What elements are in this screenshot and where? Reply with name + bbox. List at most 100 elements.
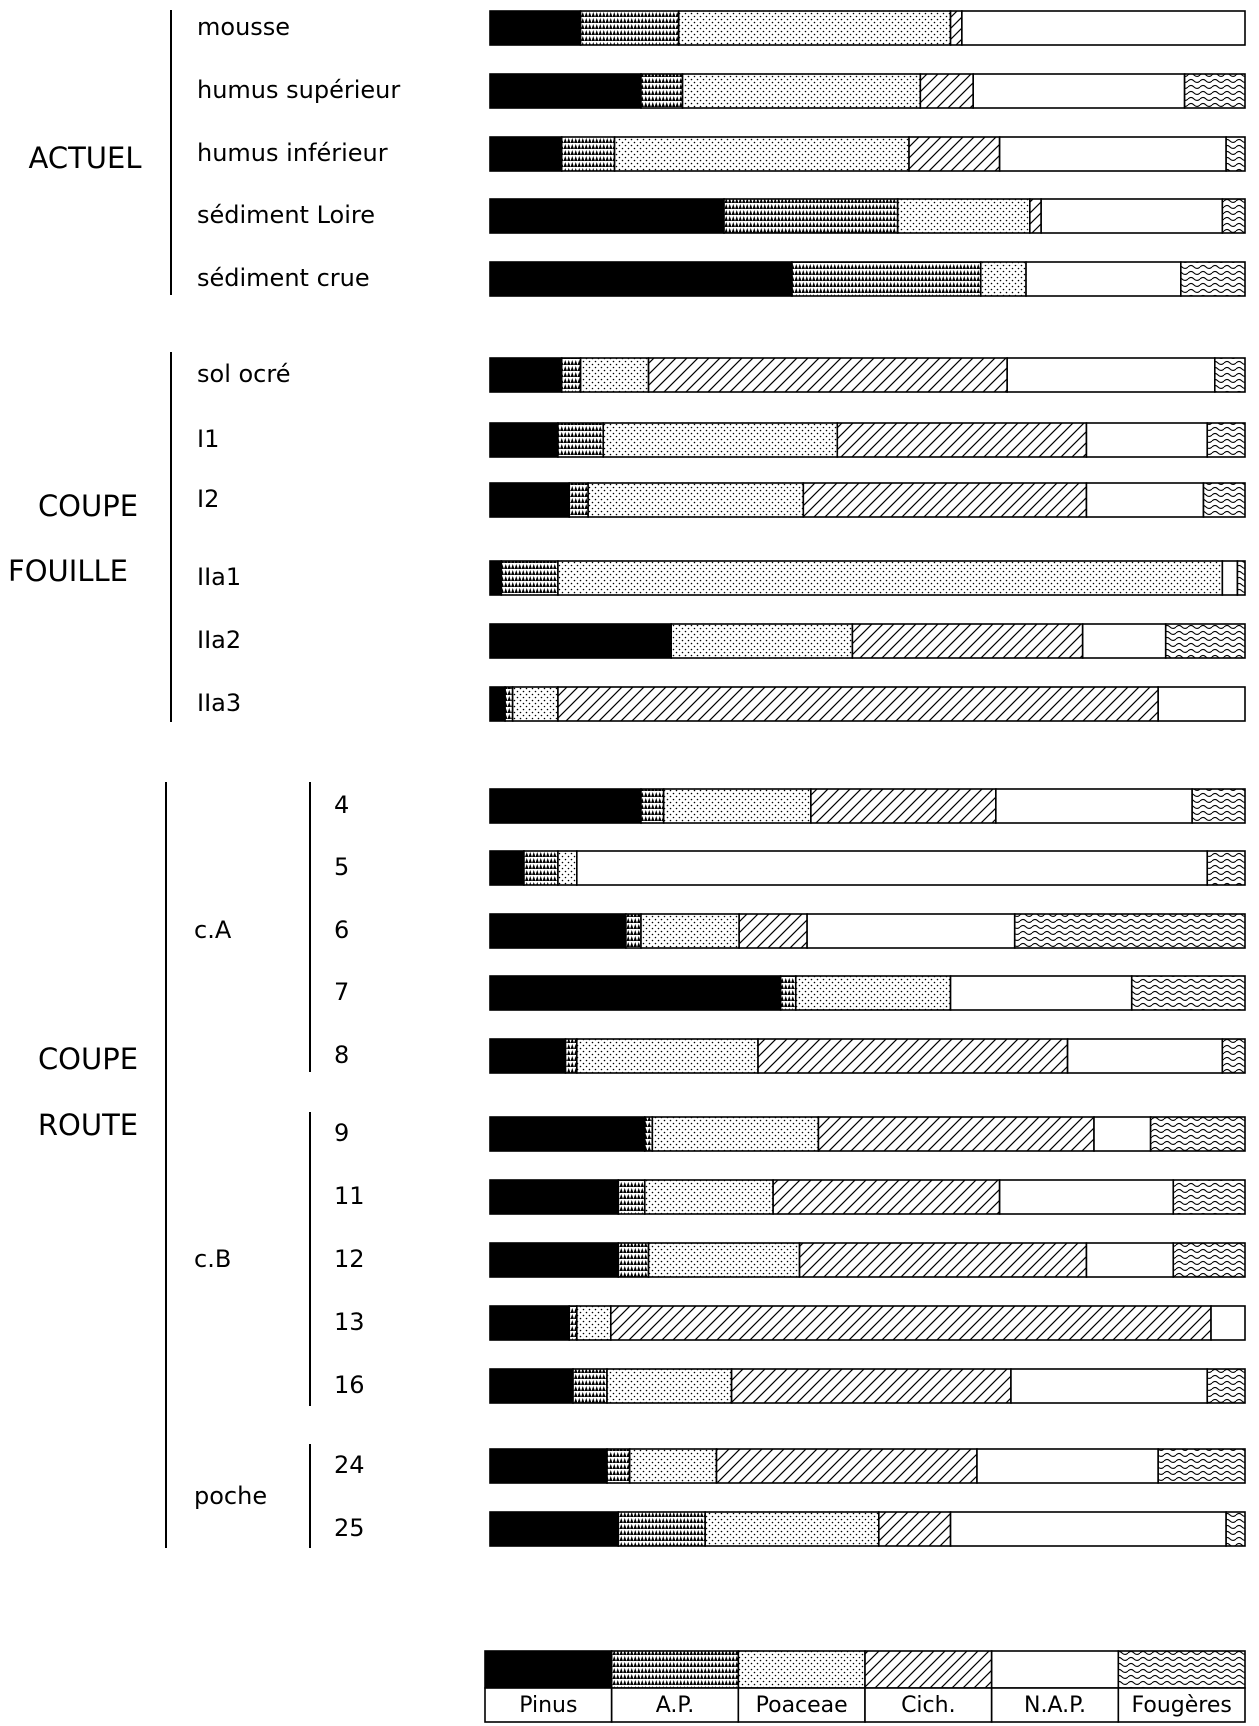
row-humus-superieur-bar: [489, 73, 1246, 109]
row-iia3-label: IIa3: [197, 689, 241, 717]
row-5-segment-pinus: [489, 850, 525, 886]
row-13-label: 13: [334, 1308, 365, 1336]
legend-cich-swatch: [864, 1650, 993, 1689]
row-sediment-loire-segment-pinus: [489, 198, 725, 234]
row-24-segment-a-p: [606, 1448, 631, 1484]
row-25-segment-n-a-p: [949, 1511, 1227, 1547]
group-label-actuel: ACTUEL: [29, 141, 142, 175]
row-9-bar: [489, 1116, 1246, 1152]
row-9-label: 9: [334, 1119, 349, 1147]
row-6-bar: [489, 913, 1246, 949]
row-sediment-loire-segment-poaceae: [896, 198, 1031, 234]
subgroup-label-poche: poche: [194, 1482, 267, 1510]
row-iia2-segment-n-a-p: [1081, 623, 1167, 659]
row-16-segment-fougeres: [1206, 1368, 1246, 1404]
row-6-segment-fougeres: [1013, 913, 1246, 949]
row-12-segment-poaceae: [647, 1242, 801, 1278]
row-humus-superieur-segment-a-p: [640, 73, 684, 109]
row-sediment-loire-segment-fougeres: [1221, 198, 1246, 234]
row-25-segment-fougeres: [1225, 1511, 1246, 1547]
row-i1-segment-pinus: [489, 422, 559, 458]
legend-poaceae-swatch: [737, 1650, 866, 1689]
row-8-segment-fougeres: [1221, 1038, 1246, 1074]
row-8-segment-poaceae: [576, 1038, 759, 1074]
row-sediment-loire-label: sédiment Loire: [197, 201, 375, 229]
row-9-segment-fougeres: [1149, 1116, 1246, 1152]
row-5-label: 5: [334, 853, 349, 881]
row-humus-inferieur-segment-n-a-p: [998, 136, 1227, 172]
row-16-segment-n-a-p: [1010, 1368, 1209, 1404]
row-8-segment-pinus: [489, 1038, 567, 1074]
row-sol-ocre-segment-cich: [647, 357, 1008, 393]
row-11-segment-fougeres: [1172, 1179, 1246, 1215]
row-mousse-bar: [489, 10, 1246, 46]
row-sediment-loire-segment-a-p: [723, 198, 899, 234]
row-11-bar: [489, 1179, 1246, 1215]
legend-fougeres-cell: [1117, 1687, 1246, 1723]
row-25-bar: [489, 1511, 1246, 1547]
row-sediment-crue-label: sédiment crue: [197, 264, 370, 292]
row-9-segment-pinus: [489, 1116, 646, 1152]
row-9-segment-poaceae: [651, 1116, 820, 1152]
row-sediment-loire-segment-n-a-p: [1040, 198, 1224, 234]
row-i1-segment-n-a-p: [1085, 422, 1209, 458]
row-sol-ocre-bar: [489, 357, 1246, 393]
row-7-segment-poaceae: [794, 975, 952, 1011]
row-6-segment-a-p: [625, 913, 642, 949]
row-6-segment-poaceae: [640, 913, 740, 949]
row-4-segment-n-a-p: [995, 788, 1193, 824]
row-i2-bar: [489, 482, 1246, 518]
row-iia1-segment-fougeres: [1236, 560, 1246, 596]
row-humus-superieur-label: humus supérieur: [197, 76, 400, 104]
row-sol-ocre-segment-fougeres: [1214, 357, 1246, 393]
legend-cich-label: Cich.: [901, 1693, 956, 1718]
row-iia1-segment-a-p: [500, 560, 559, 596]
row-6-label: 6: [334, 916, 349, 944]
row-24-segment-n-a-p: [976, 1448, 1159, 1484]
bars-layer: [489, 10, 1246, 1547]
row-iia1-bar: [489, 560, 1246, 596]
row-mousse-segment-cich: [949, 10, 963, 46]
row-13-bar: [489, 1305, 1246, 1341]
row-sediment-crue-segment-poaceae: [979, 261, 1027, 297]
row-sol-ocre-label: sol ocré: [197, 360, 290, 388]
legend-pinus-cell: [484, 1687, 613, 1723]
group-label-coupe-route-line2: ROUTE: [38, 1108, 138, 1142]
row-9-segment-n-a-p: [1093, 1116, 1152, 1152]
legend-cich-cell: [864, 1687, 993, 1723]
row-mousse-segment-n-a-p: [961, 10, 1246, 46]
row-9-segment-cich: [817, 1116, 1095, 1152]
row-16-segment-poaceae: [606, 1368, 733, 1404]
row-humus-inferieur-bar: [489, 136, 1246, 172]
row-7-segment-pinus: [489, 975, 782, 1011]
legend-fougeres-label: Fougères: [1131, 1693, 1231, 1718]
row-iia1-segment-poaceae: [557, 560, 1224, 596]
row-24-label: 24: [334, 1451, 365, 1479]
legend-n-a-p-cell: [990, 1687, 1120, 1723]
row-i1-segment-fougeres: [1206, 422, 1246, 458]
group-label-coupe-fouille-line2: FOUILLE: [8, 554, 128, 588]
row-i1-segment-cich: [836, 422, 1088, 458]
row-13-segment-poaceae: [576, 1305, 612, 1341]
row-sol-ocre-segment-a-p: [560, 357, 582, 393]
subgroup-label-c-b: c.B: [194, 1245, 231, 1273]
row-8-segment-n-a-p: [1066, 1038, 1224, 1074]
row-6-segment-n-a-p: [806, 913, 1016, 949]
row-8-segment-a-p: [564, 1038, 578, 1074]
row-7-bar: [489, 975, 1246, 1011]
row-iia1-segment-pinus: [489, 560, 503, 596]
row-11-segment-pinus: [489, 1179, 620, 1215]
row-13-segment-pinus: [489, 1305, 571, 1341]
row-sediment-crue-segment-fougeres: [1180, 261, 1246, 297]
row-iia3-bar: [489, 686, 1246, 722]
row-iia3-segment-cich: [557, 686, 1159, 722]
row-humus-inferieur-segment-a-p: [560, 136, 616, 172]
row-24-segment-poaceae: [628, 1448, 718, 1484]
row-12-bar: [489, 1242, 1246, 1278]
row-11-segment-a-p: [617, 1179, 646, 1215]
row-sol-ocre-segment-pinus: [489, 357, 563, 393]
row-sediment-crue-segment-n-a-p: [1025, 261, 1182, 297]
row-7-segment-n-a-p: [949, 975, 1133, 1011]
row-11-label: 11: [334, 1182, 365, 1210]
